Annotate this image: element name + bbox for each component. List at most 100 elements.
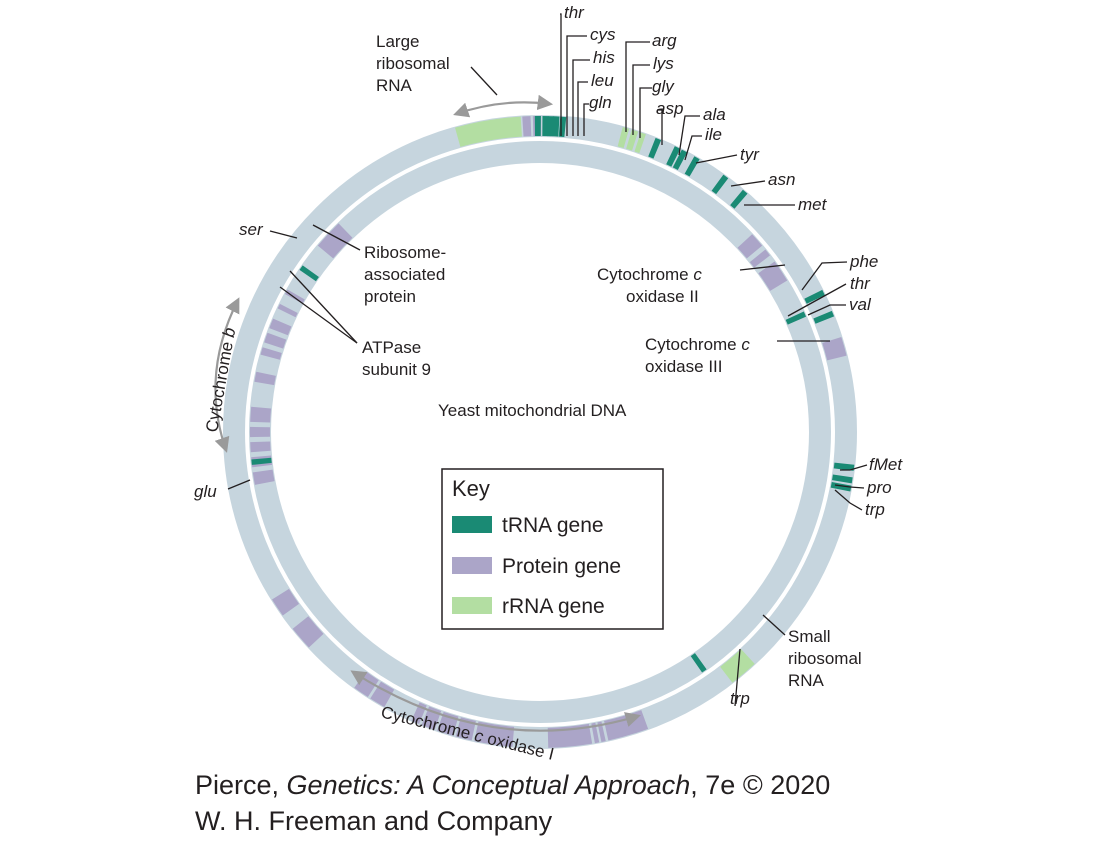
protein-block-bl1 bbox=[272, 588, 300, 616]
trna-gene-fmet bbox=[833, 462, 855, 471]
trna-label-cys: cys bbox=[590, 25, 616, 44]
cox1-exon-9 bbox=[603, 710, 649, 741]
cytochrome-c-oxidase-ii-gene bbox=[758, 261, 788, 291]
large-rrna-arrow bbox=[453, 94, 554, 118]
cytochrome-b-exon-9 bbox=[252, 469, 275, 485]
cytochrome-b-exon-2 bbox=[264, 332, 287, 349]
svg-text:ATPase: ATPase bbox=[362, 338, 421, 357]
gene-segments bbox=[249, 115, 855, 748]
trna-label-glu: glu bbox=[194, 482, 217, 501]
svg-text:Ribosome-: Ribosome- bbox=[364, 243, 446, 262]
trna-gene-asn bbox=[711, 174, 729, 195]
cytochrome-b-exon-7 bbox=[250, 441, 271, 453]
svg-text:RNA: RNA bbox=[376, 76, 413, 95]
ribosome-associated-protein-gene bbox=[317, 223, 353, 259]
trna-label-thr: thr bbox=[564, 3, 585, 22]
svg-text:subunit 9: subunit 9 bbox=[362, 360, 431, 379]
trna-gene-trp bbox=[830, 482, 852, 492]
trna-label-ser: ser bbox=[239, 220, 264, 239]
trna-label-phe: phe bbox=[849, 252, 878, 271]
leader-lines bbox=[227, 13, 868, 707]
credit-line-2: W. H. Freeman and Company bbox=[195, 806, 553, 836]
trna-label-trp-2: trp bbox=[730, 689, 750, 708]
trna-label-asn: asn bbox=[768, 170, 795, 189]
legend-swatch-rrna bbox=[452, 597, 492, 614]
svg-text:protein: protein bbox=[364, 287, 416, 306]
trna-label-met: met bbox=[798, 195, 828, 214]
trna-gene-ile bbox=[672, 149, 688, 171]
cytochrome-b-exon-5 bbox=[250, 406, 272, 423]
cytochrome-b-arrow bbox=[214, 297, 240, 453]
trna-gene-top-5 bbox=[558, 116, 567, 138]
atpase-subunit-9-gene-1 bbox=[284, 289, 305, 304]
legend-label-rrna: rRNA gene bbox=[502, 595, 605, 618]
trna-gene-glu bbox=[251, 457, 272, 465]
cytochrome-c-oxidase-iii-label: Cytochrome c oxidase III bbox=[645, 335, 750, 376]
trna-label-leu: leu bbox=[591, 71, 614, 90]
trna-label-lys: lys bbox=[653, 54, 674, 73]
protein-block-bl2 bbox=[292, 616, 324, 648]
credit-line-1: Pierce, Genetics: A Conceptual Approach,… bbox=[195, 770, 831, 800]
cox1-exon-8 bbox=[547, 723, 593, 748]
small-rrna-gene bbox=[720, 649, 755, 683]
svg-text:oxidase III: oxidase III bbox=[645, 357, 723, 376]
legend-swatch-protein bbox=[452, 557, 492, 574]
cytochrome-b-exon-4 bbox=[254, 371, 276, 386]
cox1-exon-10 bbox=[597, 721, 606, 742]
protein-block-r1 bbox=[737, 234, 763, 259]
trna-gene-ala bbox=[666, 146, 681, 167]
small-rrna-label: Small ribosomal RNA bbox=[788, 627, 862, 690]
legend: Key tRNA gene Protein gene rRNA gene bbox=[441, 468, 664, 630]
large-rrna-gene bbox=[455, 116, 523, 147]
trna-label-arg: arg bbox=[652, 31, 677, 50]
svg-text:ribosomal: ribosomal bbox=[788, 649, 862, 668]
center-title: Yeast mitochondrial DNA bbox=[438, 401, 627, 420]
ribosome-associated-protein-label: Ribosome- associated protein bbox=[364, 243, 446, 306]
trna-gene-asp bbox=[648, 137, 662, 159]
outer-track bbox=[223, 115, 857, 749]
legend-label-trna: tRNA gene bbox=[502, 514, 604, 537]
svg-text:Large: Large bbox=[376, 32, 419, 51]
legend-swatch-trna bbox=[452, 516, 492, 533]
trna-gene-met bbox=[730, 189, 748, 209]
trna-gene-val bbox=[813, 310, 835, 324]
svg-text:Cytochrome c: Cytochrome c bbox=[645, 335, 750, 354]
trna-label-thr-2: thr bbox=[850, 274, 871, 293]
svg-text:RNA: RNA bbox=[788, 671, 825, 690]
svg-text:oxidase II: oxidase II bbox=[626, 287, 699, 306]
cox1-arrow bbox=[350, 670, 641, 732]
cytochrome-c-oxidase-ii-label: Cytochrome c oxidase II bbox=[597, 265, 702, 306]
atpase-subunit-9-gene-2 bbox=[277, 303, 298, 318]
trna-label-val: val bbox=[849, 295, 872, 314]
cytochrome-b-exon-3 bbox=[260, 347, 282, 360]
trna-label-pro: pro bbox=[866, 478, 892, 497]
trna-label-ala: ala bbox=[703, 105, 726, 124]
large-rrna-label: Large ribosomal RNA bbox=[376, 32, 450, 95]
svg-text:Small: Small bbox=[788, 627, 831, 646]
svg-text:associated: associated bbox=[364, 265, 445, 284]
trna-gene-pro bbox=[832, 474, 853, 484]
trna-gene-thr-2 bbox=[785, 311, 807, 325]
trna-label-asp: asp bbox=[656, 99, 683, 118]
trna-label-tyr: tyr bbox=[740, 145, 760, 164]
protein-block-r2 bbox=[749, 249, 771, 268]
trna-label-his: his bbox=[593, 48, 615, 67]
cox1-exon-6 bbox=[455, 717, 476, 741]
legend-label-protein: Protein gene bbox=[502, 555, 621, 578]
svg-text:Cytochrome c: Cytochrome c bbox=[597, 265, 702, 284]
trna-gene-trp-2 bbox=[690, 653, 707, 673]
trna-label-gly: gly bbox=[652, 77, 675, 96]
trna-gene-tyr bbox=[684, 156, 700, 177]
cytochrome-b-exon-1 bbox=[269, 318, 292, 336]
trna-gene-phe bbox=[804, 289, 825, 304]
trna-label-fmet: fMet bbox=[869, 455, 903, 474]
cox1-exon-11 bbox=[591, 722, 600, 744]
cox1-exon-7 bbox=[474, 721, 515, 747]
trna-label-gln: gln bbox=[589, 93, 612, 112]
rrna-block-2 bbox=[626, 129, 639, 151]
atpase-subunit-9-label: ATPase subunit 9 bbox=[362, 338, 431, 379]
svg-text:ribosomal: ribosomal bbox=[376, 54, 450, 73]
trna-gene-ser bbox=[299, 265, 319, 282]
trna-label-trp: trp bbox=[865, 500, 885, 519]
